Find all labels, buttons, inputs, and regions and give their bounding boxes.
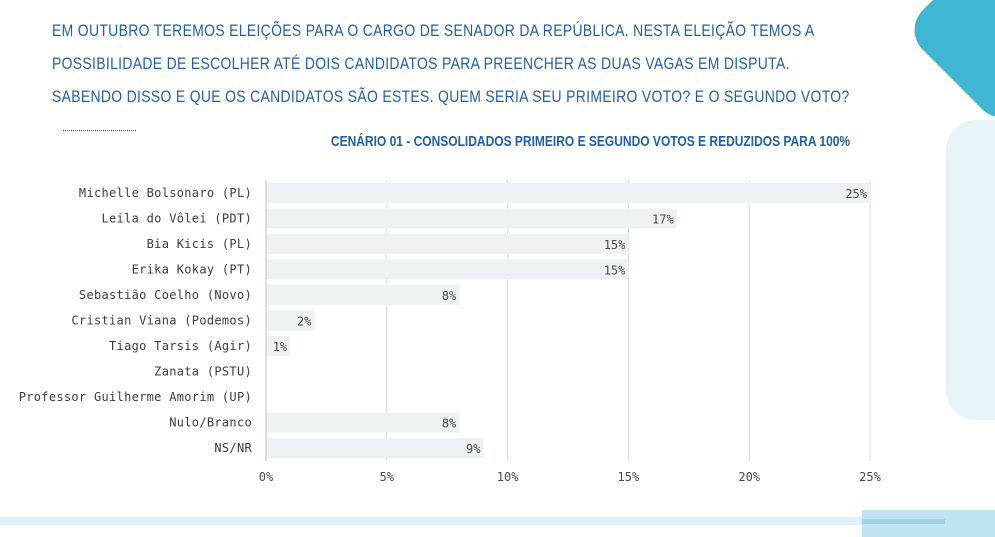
x-tick-label: 0%: [259, 470, 274, 484]
data-label: 17%: [652, 212, 674, 226]
category-label: Professor Guilherme Amorim (UP): [19, 390, 252, 404]
survey-question: EM OUTUBRO TEREMOS ELEIÇÕES PARA O CARGO…: [52, 14, 852, 113]
data-label: 25%: [845, 187, 867, 201]
category-label: Leila do Vôlei (PDT): [102, 211, 253, 225]
data-label: 8%: [442, 289, 457, 303]
side-decoration: [946, 120, 995, 420]
data-label: 8%: [442, 417, 457, 431]
data-label: 2%: [297, 315, 312, 329]
category-label: Cristian Viana (Podemos): [71, 314, 252, 328]
data-label: 15%: [604, 263, 626, 277]
category-label: Nulo/Branco: [169, 416, 252, 430]
category-label: Tiago Tarsis (Agir): [109, 339, 252, 353]
x-tick-label: 5%: [380, 470, 395, 484]
category-label: Bia Kicis (PL): [147, 237, 252, 251]
bar: [266, 233, 629, 254]
bar: [266, 412, 460, 433]
bottom-band: [0, 517, 995, 525]
x-tick-label: 10%: [497, 470, 519, 484]
category-label: NS/NR: [214, 441, 252, 455]
x-tick-label: 25%: [859, 470, 881, 484]
bar: [266, 259, 629, 280]
bar: [266, 336, 291, 357]
dotted-divider: [63, 130, 136, 131]
x-tick-label: 20%: [738, 470, 760, 484]
question-line-3: SABENDO DISSO E QUE OS CANDIDATOS SÃO ES…: [52, 87, 850, 106]
x-tick-label: 15%: [618, 470, 640, 484]
chart-title: CENÁRIO 01 - CONSOLIDADOS PRIMEIRO E SEG…: [250, 133, 930, 150]
bar: [266, 182, 870, 203]
bar: [266, 208, 677, 229]
question-line-2: POSSIBILIDADE DE ESCOLHER ATÉ DOIS CANDI…: [52, 54, 790, 73]
chart-title-text: CENÁRIO 01 - CONSOLIDADOS PRIMEIRO E SEG…: [330, 133, 850, 150]
category-label: Zanata (PSTU): [154, 365, 252, 379]
data-label: 9%: [466, 442, 481, 456]
category-label: Michelle Bolsonaro (PL): [79, 186, 252, 200]
bar: [266, 438, 484, 459]
bar: [266, 284, 460, 305]
bottom-line: [862, 519, 945, 524]
bar: [266, 310, 315, 331]
data-label: 15%: [604, 238, 626, 252]
category-label: Sebastião Coelho (Novo): [79, 288, 252, 302]
question-line-1: EM OUTUBRO TEREMOS ELEIÇÕES PARA O CARGO…: [52, 21, 815, 40]
category-label: Erika Kokay (PT): [132, 262, 252, 276]
data-label: 1%: [273, 340, 288, 354]
